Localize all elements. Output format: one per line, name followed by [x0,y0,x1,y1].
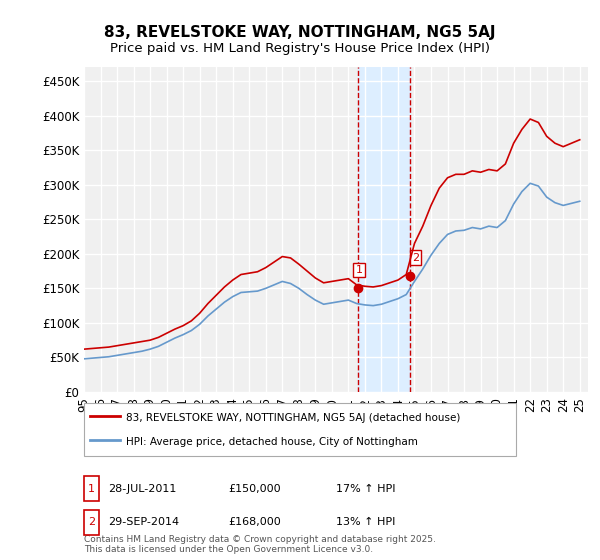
Text: 83, REVELSTOKE WAY, NOTTINGHAM, NG5 5AJ (detached house): 83, REVELSTOKE WAY, NOTTINGHAM, NG5 5AJ … [126,413,460,423]
Text: Contains HM Land Registry data © Crown copyright and database right 2025.
This d: Contains HM Land Registry data © Crown c… [84,535,436,554]
Text: Price paid vs. HM Land Registry's House Price Index (HPI): Price paid vs. HM Land Registry's House … [110,42,490,55]
Text: 28-JUL-2011: 28-JUL-2011 [108,484,176,494]
Text: 17% ↑ HPI: 17% ↑ HPI [336,484,395,494]
Text: 13% ↑ HPI: 13% ↑ HPI [336,517,395,528]
Text: 83, REVELSTOKE WAY, NOTTINGHAM, NG5 5AJ: 83, REVELSTOKE WAY, NOTTINGHAM, NG5 5AJ [104,25,496,40]
Bar [358,67,410,392]
Text: 2: 2 [88,517,95,528]
Text: £168,000: £168,000 [228,517,281,528]
Text: 1: 1 [88,484,95,494]
Text: £150,000: £150,000 [228,484,281,494]
Text: 29-SEP-2014: 29-SEP-2014 [108,517,179,528]
Text: 1: 1 [355,265,362,275]
Text: 2: 2 [412,253,419,263]
Text: HPI: Average price, detached house, City of Nottingham: HPI: Average price, detached house, City… [126,437,418,447]
